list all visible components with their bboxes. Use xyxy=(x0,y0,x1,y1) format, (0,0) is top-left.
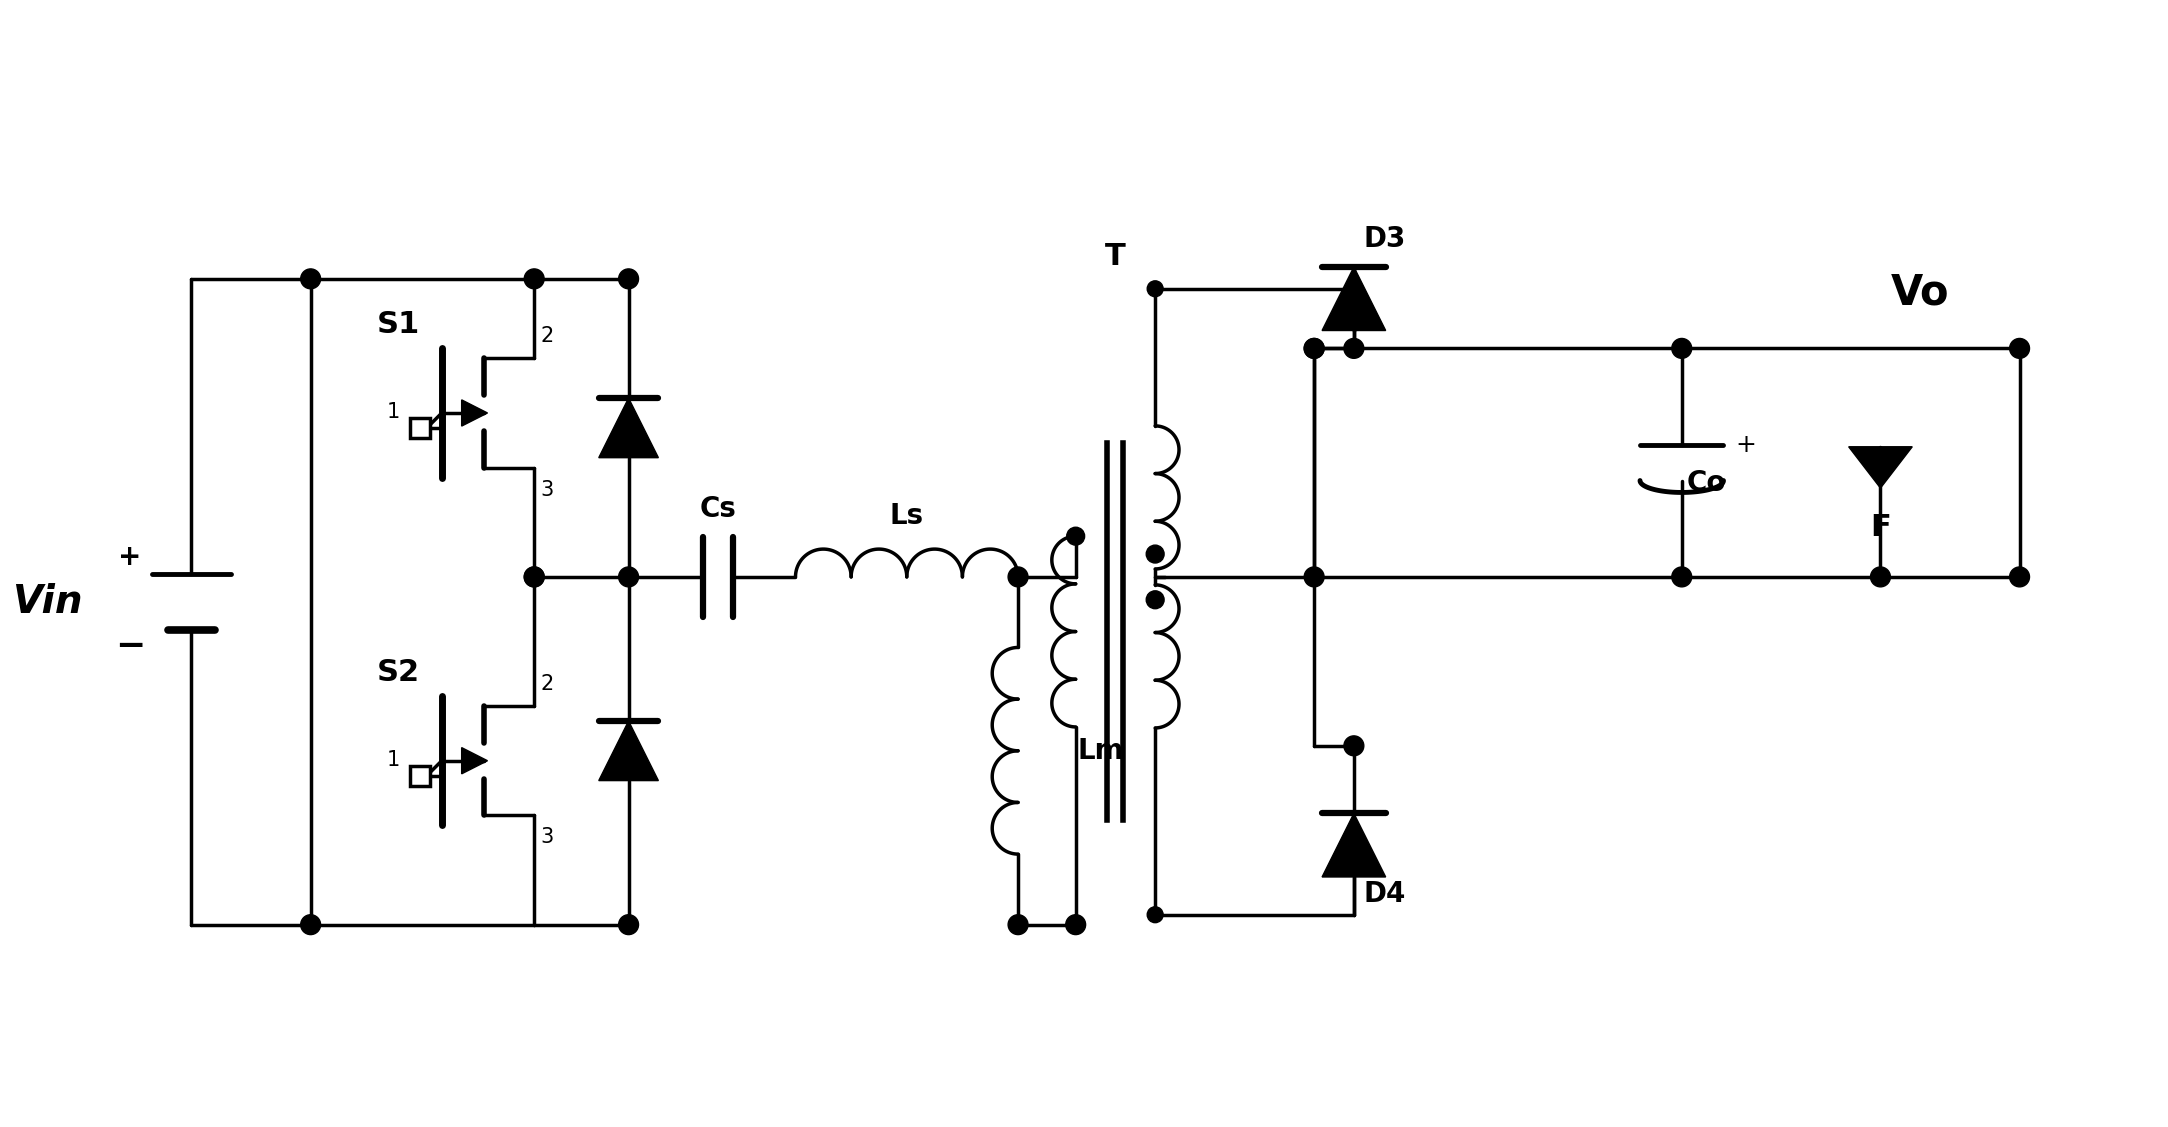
Circle shape xyxy=(301,269,321,289)
Circle shape xyxy=(1008,915,1028,934)
Circle shape xyxy=(2010,338,2029,358)
Circle shape xyxy=(1344,338,1364,358)
Text: S1: S1 xyxy=(377,311,421,339)
Text: +: + xyxy=(117,543,141,571)
Text: 2: 2 xyxy=(540,327,553,346)
Circle shape xyxy=(1672,567,1691,587)
Text: S2: S2 xyxy=(377,658,421,687)
Bar xyxy=(410,418,429,437)
Circle shape xyxy=(618,269,640,289)
Circle shape xyxy=(618,567,640,587)
Text: Lm: Lm xyxy=(1077,737,1125,765)
Text: D4: D4 xyxy=(1364,880,1407,908)
Circle shape xyxy=(1008,567,1028,587)
Circle shape xyxy=(1147,281,1162,296)
Circle shape xyxy=(1147,591,1164,609)
Circle shape xyxy=(1147,907,1162,923)
Polygon shape xyxy=(1849,446,1912,488)
Circle shape xyxy=(1067,915,1086,934)
Text: F: F xyxy=(1871,513,1890,542)
Circle shape xyxy=(1305,338,1325,358)
Circle shape xyxy=(1344,736,1364,756)
Text: 1: 1 xyxy=(386,402,401,421)
Text: 1: 1 xyxy=(386,749,401,770)
Circle shape xyxy=(525,269,544,289)
Bar xyxy=(410,765,429,786)
Text: Ls: Ls xyxy=(889,503,924,531)
Circle shape xyxy=(1305,567,1325,587)
Text: Vin: Vin xyxy=(11,583,82,621)
Text: 2: 2 xyxy=(540,674,553,694)
Text: 3: 3 xyxy=(540,827,553,848)
Circle shape xyxy=(1672,338,1691,358)
Text: +: + xyxy=(1734,433,1756,456)
Polygon shape xyxy=(462,400,488,426)
Polygon shape xyxy=(598,721,659,781)
Circle shape xyxy=(301,915,321,934)
Polygon shape xyxy=(1322,814,1385,877)
Circle shape xyxy=(525,567,544,587)
Text: −: − xyxy=(115,630,145,664)
Circle shape xyxy=(1871,567,1890,587)
Polygon shape xyxy=(598,398,659,458)
Text: Cs: Cs xyxy=(700,495,737,523)
Circle shape xyxy=(2010,567,2029,587)
Polygon shape xyxy=(1322,267,1385,330)
Polygon shape xyxy=(462,747,488,774)
Circle shape xyxy=(618,915,640,934)
Circle shape xyxy=(1147,545,1164,564)
Text: Vo: Vo xyxy=(1890,272,1949,313)
Text: Co: Co xyxy=(1687,469,1726,497)
Circle shape xyxy=(1067,527,1084,545)
Text: T: T xyxy=(1106,242,1125,270)
Circle shape xyxy=(525,567,544,587)
Text: 3: 3 xyxy=(540,480,553,499)
Circle shape xyxy=(1305,338,1325,358)
Text: D3: D3 xyxy=(1364,225,1407,254)
